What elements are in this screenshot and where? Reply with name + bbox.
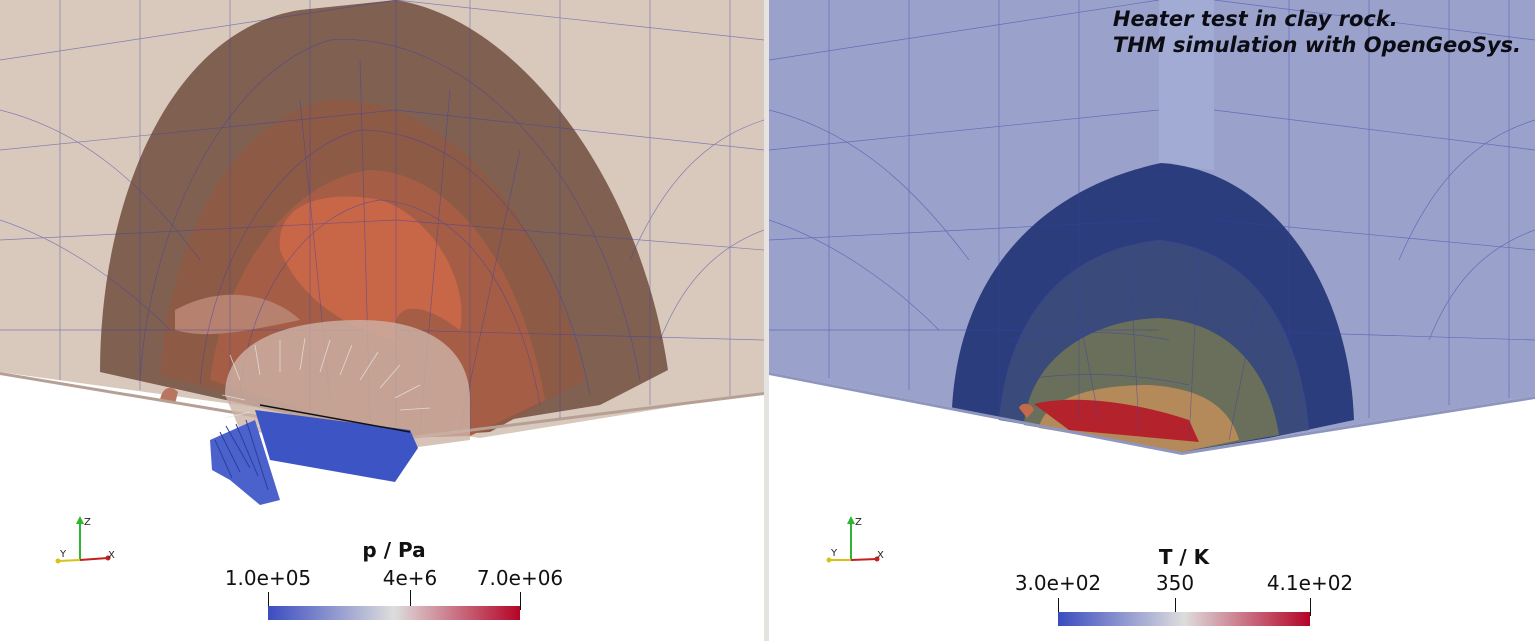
legend-min-tick <box>1058 598 1059 616</box>
caption-line-2: THM simulation with OpenGeoSys. <box>1112 33 1521 57</box>
temperature-3d-scene[interactable] <box>769 0 1535 641</box>
legend-max-label: 4.1e+02 <box>1266 571 1354 595</box>
heater-hot-zone <box>1034 399 1199 442</box>
figure-caption: Heater test in clay rock. THM simulation… <box>1113 6 1521 58</box>
mesh-wireframe <box>0 0 764 438</box>
heater-endcap <box>1019 403 1034 418</box>
y-axis-tip-icon <box>826 557 832 563</box>
legend-max-tick <box>1310 598 1311 616</box>
legend-max-tick <box>520 592 521 610</box>
temperature-render-view[interactable]: Heater test in clay rock. THM simulation… <box>769 0 1535 641</box>
x-axis-icon <box>850 558 878 561</box>
x-axis-label: X <box>877 550 884 561</box>
x-axis-icon <box>79 557 109 561</box>
block-inner-face <box>1159 0 1214 170</box>
legend-gradient-bar <box>1058 612 1310 626</box>
x-axis-label: X <box>108 550 115 561</box>
orientation-axes: Z X Y <box>826 516 884 563</box>
pressure-3d-scene[interactable] <box>0 0 764 641</box>
z-axis-label: Z <box>855 517 862 528</box>
view-splitter[interactable] <box>764 0 769 641</box>
isosurface-core <box>279 196 462 340</box>
y-axis-label: Y <box>830 548 838 559</box>
legend-mid-tick <box>410 590 411 608</box>
legend-max-label: 7.0e+06 <box>476 566 564 590</box>
y-axis-icon <box>57 559 81 562</box>
legend-min-tick <box>268 592 269 610</box>
heater-glyph-fan <box>214 419 269 491</box>
heater-plug <box>210 420 280 505</box>
legend-mid-tick <box>1175 598 1176 616</box>
heater-axis-line <box>259 404 411 433</box>
legend-mid-label: 350 <box>1155 571 1195 595</box>
z-axis-label: Z <box>84 517 91 528</box>
y-axis-tip-icon <box>55 558 61 564</box>
isosurface-lobe <box>175 294 300 335</box>
orientation-axes: Z X Y <box>55 516 115 564</box>
z-arrowhead-icon <box>847 516 855 524</box>
x-axis-tip-icon <box>874 556 880 562</box>
y-axis-label: Y <box>59 549 67 560</box>
legend-min-label: 3.0e+02 <box>1014 571 1102 595</box>
heater-borehole <box>255 410 418 482</box>
x-axis-tip-icon <box>105 555 111 561</box>
z-arrowhead-icon <box>76 516 84 524</box>
legend-title: p / Pa <box>362 538 426 562</box>
legend-min-label: 1.0e+05 <box>224 566 312 590</box>
mesh-wireframe <box>769 0 1535 441</box>
legend-title: T / K <box>1158 545 1210 569</box>
legend-mid-label: 4e+6 <box>382 566 438 590</box>
caption-line-1: Heater test in clay rock. <box>1112 7 1398 31</box>
pressure-render-view[interactable]: Z X Y p / Pa 1.0e+05 4e+6 7.0e+06 <box>0 0 764 641</box>
legend-gradient-bar <box>268 606 520 620</box>
